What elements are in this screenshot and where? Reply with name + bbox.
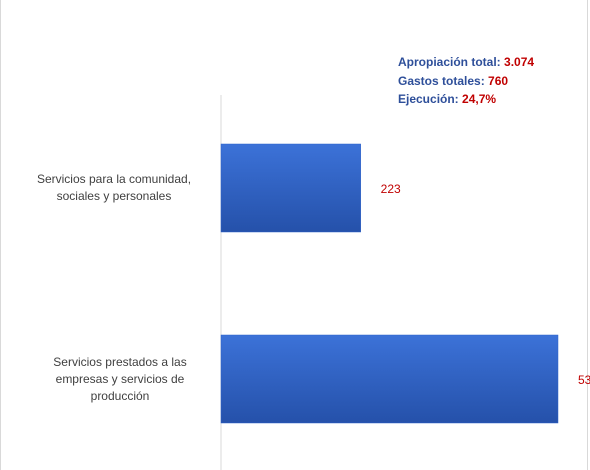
annotation-value: 760 (488, 73, 509, 88)
bar (220, 334, 559, 424)
annotation: Apropiación total: 3.074 (398, 55, 534, 69)
annotation: Gastos totales: 760 (398, 74, 508, 88)
annotation-label: Apropiación total: (398, 55, 501, 69)
data-label: 538 (578, 373, 590, 387)
annotation-label: Gastos totales: (398, 73, 485, 88)
category-label: Servicios prestados a las empresas y ser… (53, 354, 187, 403)
annotation-label: Ejecución: (398, 92, 459, 106)
annotation-value: 3.074 (504, 55, 535, 69)
annotation-value: 24,7% (462, 92, 497, 106)
data-label: 223 (381, 182, 401, 196)
bar (220, 143, 361, 233)
annotation: Ejecución: 24,7% (398, 92, 496, 106)
category-label: Servicios para la comunidad, sociales y … (36, 172, 192, 203)
